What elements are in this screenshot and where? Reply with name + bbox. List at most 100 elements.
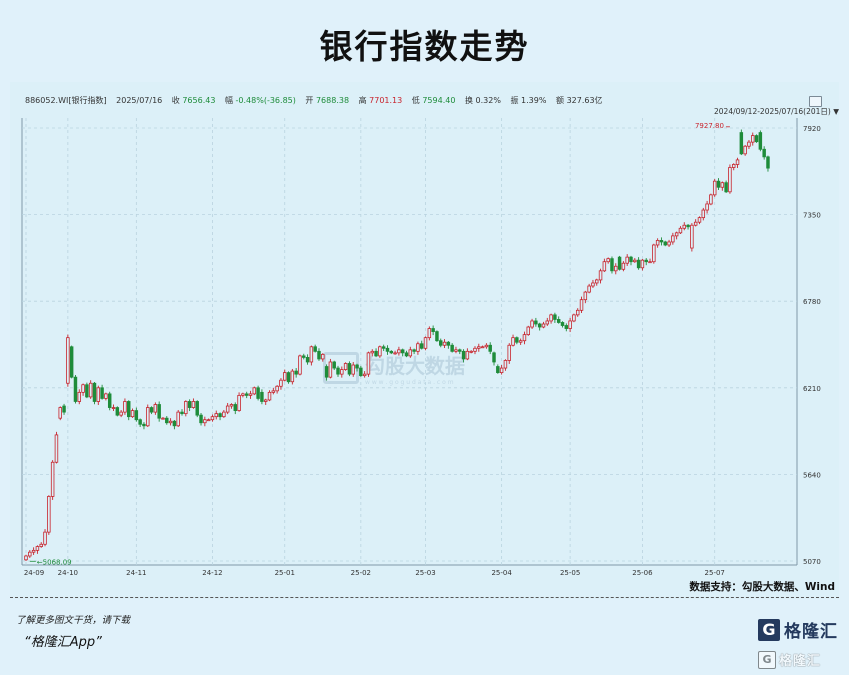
candle-body — [366, 352, 371, 375]
x-tick-label: 25-05 — [560, 569, 580, 577]
candle-body — [313, 346, 317, 352]
candle-body — [416, 343, 420, 352]
candle-body — [321, 353, 325, 360]
chart-settings-icon[interactable] — [809, 96, 822, 107]
candle-body — [412, 349, 416, 352]
candle-body — [35, 546, 40, 551]
candle-body — [530, 320, 534, 328]
candle-body — [336, 367, 340, 375]
candle-body — [678, 227, 683, 234]
candle-body — [149, 407, 154, 413]
candle-body — [583, 291, 588, 301]
candle-body — [499, 367, 504, 374]
candle-body — [237, 394, 241, 411]
brand-logo-icon: G — [758, 618, 780, 641]
candle-body — [359, 367, 363, 377]
low-field: 低 7594.40 — [412, 96, 456, 105]
candle-body — [663, 241, 667, 246]
candle-body — [39, 543, 43, 547]
candle-body — [115, 407, 120, 416]
index-code: 886052.WI[银行指数] — [25, 96, 107, 105]
candle-body — [355, 364, 359, 369]
candle-body — [343, 363, 348, 370]
candle-body — [305, 357, 310, 363]
candle-body — [446, 341, 451, 346]
candle-body — [625, 256, 629, 264]
x-tick-label: 25-04 — [491, 569, 512, 577]
candle-body — [263, 399, 268, 402]
candle-body — [252, 387, 257, 395]
footer-promo-text: 了解更多图文干货，请下载 — [16, 615, 131, 626]
data-source: 数据支持：勾股大数据、Wind — [689, 581, 835, 593]
candle-body — [553, 314, 557, 320]
candle-body — [716, 180, 721, 188]
candle-body — [298, 355, 302, 375]
candle-body — [161, 417, 165, 420]
candle-body — [712, 180, 717, 196]
candle-body — [77, 391, 82, 402]
candle-body — [260, 391, 264, 402]
candle-body — [142, 423, 146, 427]
candle-body — [381, 346, 386, 349]
open-value: 7688.38 — [315, 96, 350, 105]
candle-body — [351, 364, 355, 375]
x-tick-label: 25-06 — [632, 569, 653, 577]
candle-body — [92, 382, 97, 402]
x-tick-label: 25-07 — [705, 569, 725, 577]
high-field: 高 7701.13 — [359, 96, 403, 105]
candle-body — [134, 410, 139, 421]
low-value: 7594.40 — [422, 96, 456, 105]
candle-body — [214, 413, 218, 418]
x-tick-label: 25-01 — [275, 569, 295, 577]
candle-body — [671, 235, 675, 243]
candle-body — [184, 401, 188, 415]
candle-body — [66, 337, 70, 384]
candle-body — [541, 323, 546, 328]
chevron-down-icon: ▼ — [833, 107, 840, 116]
candle-body — [317, 350, 321, 360]
candle-body — [458, 349, 462, 352]
candle-body — [43, 531, 47, 545]
candle-body — [165, 417, 169, 424]
candle-body — [431, 328, 435, 332]
candle-body — [404, 352, 409, 357]
candle-body — [507, 344, 511, 361]
candle-body — [724, 182, 728, 193]
candle-body — [564, 325, 569, 329]
candle-body — [488, 344, 492, 352]
candle-body — [469, 350, 473, 353]
turnover-field: 换 0.32% — [465, 96, 501, 105]
candle-body — [176, 411, 180, 427]
candle-body — [655, 240, 660, 246]
candle-body — [614, 265, 618, 272]
candle-body — [210, 416, 215, 421]
candle-body — [465, 350, 470, 360]
candle-body — [629, 256, 633, 263]
candle-body — [85, 384, 89, 398]
candle-body — [332, 361, 336, 369]
quote-bar: 886052.WI[银行指数] 2025/07/16 收 7656.43 幅 -… — [25, 95, 610, 106]
candle-body — [408, 349, 413, 357]
candle-body — [385, 347, 390, 352]
candle-body — [720, 182, 725, 188]
open-label: 开 — [305, 96, 314, 105]
close-value: 7656.43 — [182, 96, 216, 105]
candle-body — [123, 401, 127, 413]
candle-body — [587, 285, 591, 293]
candle-body — [206, 419, 211, 422]
candle-body — [279, 379, 283, 387]
brand-watermark-text: 格隆汇 — [779, 654, 822, 669]
candle-body — [138, 419, 142, 425]
candle-body — [271, 390, 276, 393]
amplitude-field: 振 1.39% — [511, 96, 547, 105]
candle-body — [119, 411, 123, 416]
page-title: 银行指数走势 — [319, 27, 530, 66]
candle-body — [203, 419, 207, 424]
candle-body — [701, 209, 706, 219]
candle-body — [560, 322, 565, 326]
date-range-selector[interactable]: 2024/09/12-2025/07/16(201日) ▼ — [714, 106, 839, 117]
candle-body — [682, 224, 686, 229]
candle-body — [393, 352, 397, 355]
candle-body — [503, 360, 508, 369]
